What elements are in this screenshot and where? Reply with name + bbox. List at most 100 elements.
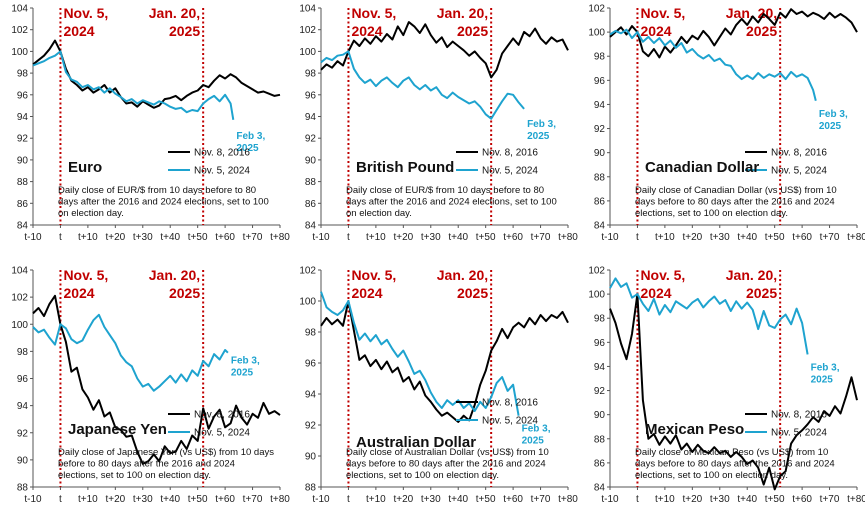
note-text: Daily close of Australian Dollar (vs US$… [346, 447, 549, 458]
y-tick-label: 86 [17, 199, 29, 210]
currency-title: British Pound [356, 159, 454, 176]
x-tick-label: t+40 [737, 232, 757, 243]
y-tick-label: 92 [305, 421, 317, 432]
x-tick-label: t [347, 232, 350, 243]
y-tick-label: 84 [17, 221, 29, 232]
event-label: 2024 [640, 285, 671, 301]
y-tick-label: 96 [594, 338, 606, 349]
y-tick-label: 100 [588, 290, 605, 301]
y-tick-label: 94 [594, 100, 606, 111]
y-tick-label: 90 [305, 155, 317, 166]
legend-label: Nov. 8, 2016 [771, 148, 827, 159]
y-tick-label: 94 [594, 362, 606, 373]
y-tick-label: 92 [17, 428, 29, 439]
y-tick-label: 94 [17, 401, 29, 412]
y-tick-label: 88 [305, 483, 317, 494]
event-label: 2024 [63, 23, 94, 39]
y-tick-label: 88 [17, 177, 29, 188]
chart-panel-mexican-peso: 84 86 88 90 92 94 96 98 100 102 t-10 t t+10 t+20 t+30 t… [577, 262, 865, 520]
legend-label: Nov. 5, 2024 [194, 428, 250, 439]
event-label: 2024 [63, 285, 94, 301]
chart-panel-japanese-yen: 88 90 92 94 96 98 100 102 104 t-10 t t+10 t+20 t+30 t+… [0, 262, 290, 520]
x-tick-label: t+80 [558, 494, 578, 505]
x-tick-label: t+80 [847, 494, 865, 505]
legend-label: Nov. 8, 2016 [771, 410, 827, 421]
y-tick-label: 90 [305, 452, 317, 463]
note-text: elections, set to 100 on election day. [58, 470, 211, 481]
legend-label: Nov. 5, 2024 [482, 166, 538, 177]
end-date-label: 2025 [811, 374, 834, 385]
end-date-label: Feb 3, [819, 109, 848, 120]
x-tick-label: t+10 [655, 232, 675, 243]
chart-panel-canadian-dollar: 84 86 88 90 92 94 96 98 100 102 t-10 t t+10 t+20 t+30 t… [577, 0, 865, 258]
y-tick-label: 86 [305, 199, 317, 210]
event-label: Nov. 5, [63, 267, 108, 283]
end-date-label: Feb 3, [811, 362, 840, 373]
event-label: Nov. 5, [351, 5, 396, 21]
x-tick-label: t+50 [476, 494, 496, 505]
end-date-label: Feb 3, [231, 355, 260, 366]
note-text: before to 80 days after the 2016 and 202… [58, 459, 235, 470]
note-text: on election day. [346, 208, 412, 219]
y-tick-label: 84 [594, 483, 606, 494]
event-label: Jan. 20, [726, 5, 777, 21]
x-tick-label: t [59, 232, 62, 243]
y-tick-label: 100 [11, 47, 28, 58]
event-label: 2025 [746, 285, 777, 301]
x-tick-label: t+40 [448, 232, 468, 243]
y-tick-label: 90 [17, 155, 29, 166]
x-tick-label: t-10 [601, 232, 619, 243]
event-label: Jan. 20, [149, 267, 200, 283]
y-tick-label: 96 [17, 374, 29, 385]
note-text: elections, set to 100 on election day. [635, 208, 788, 219]
x-tick-label: t+30 [421, 232, 441, 243]
x-tick-label: t+60 [215, 232, 235, 243]
y-tick-label: 96 [305, 90, 317, 101]
end-date-label: 2025 [527, 131, 550, 142]
note-text: Daily close of EUR/$ from 10 days before… [58, 185, 256, 196]
x-tick-label: t+60 [792, 494, 812, 505]
x-tick-label: t+20 [393, 232, 413, 243]
series-line [609, 293, 858, 491]
series-line [320, 300, 569, 423]
series-line [320, 291, 520, 416]
x-tick-label: t+10 [78, 232, 98, 243]
x-tick-label: t+80 [847, 232, 865, 243]
event-label: 2025 [457, 23, 488, 39]
series-line [32, 294, 281, 465]
y-tick-label: 92 [594, 386, 606, 397]
x-tick-label: t+10 [366, 232, 386, 243]
y-tick-label: 102 [299, 266, 316, 277]
x-tick-label: t+70 [820, 232, 840, 243]
event-label: 2024 [640, 23, 671, 39]
y-tick-label: 98 [305, 69, 317, 80]
event-label: 2024 [351, 285, 382, 301]
y-tick-label: 88 [305, 177, 317, 188]
y-tick-label: 86 [594, 458, 606, 469]
event-label: 2024 [351, 23, 382, 39]
chart-panel-british-pound: 84 86 88 90 92 94 96 98 100 102 104 t-10 t t+10 t+20 t+… [288, 0, 578, 258]
x-tick-label: t+50 [765, 494, 785, 505]
note-text: elections, set to 100 on election day. [635, 470, 788, 481]
x-tick-label: t+80 [270, 494, 290, 505]
y-tick-label: 94 [17, 112, 29, 123]
x-tick-label: t+30 [133, 494, 153, 505]
y-tick-label: 98 [305, 328, 317, 339]
y-tick-label: 104 [11, 4, 28, 15]
x-tick-label: t+70 [243, 232, 263, 243]
x-tick-label: t+80 [270, 232, 290, 243]
note-text: Daily close of Canadian Dollar (vs US$) … [635, 185, 837, 196]
x-tick-label: t+70 [243, 494, 263, 505]
legend-label: Nov. 5, 2024 [771, 428, 827, 439]
event-label: Nov. 5, [63, 5, 108, 21]
y-tick-label: 90 [594, 148, 606, 159]
note-text: Daily close of EUR/$ from 10 days before… [346, 185, 544, 196]
event-label: Jan. 20, [726, 267, 777, 283]
chart-mexican-peso: 84 86 88 90 92 94 96 98 100 102 t-10 t t+10 t+20 t+30 t… [588, 266, 865, 506]
x-tick-label: t+10 [655, 494, 675, 505]
x-tick-label: t+70 [531, 232, 551, 243]
currency-title: Australian Dollar [356, 434, 476, 451]
y-tick-label: 102 [11, 25, 28, 36]
x-tick-label: t-10 [24, 494, 42, 505]
